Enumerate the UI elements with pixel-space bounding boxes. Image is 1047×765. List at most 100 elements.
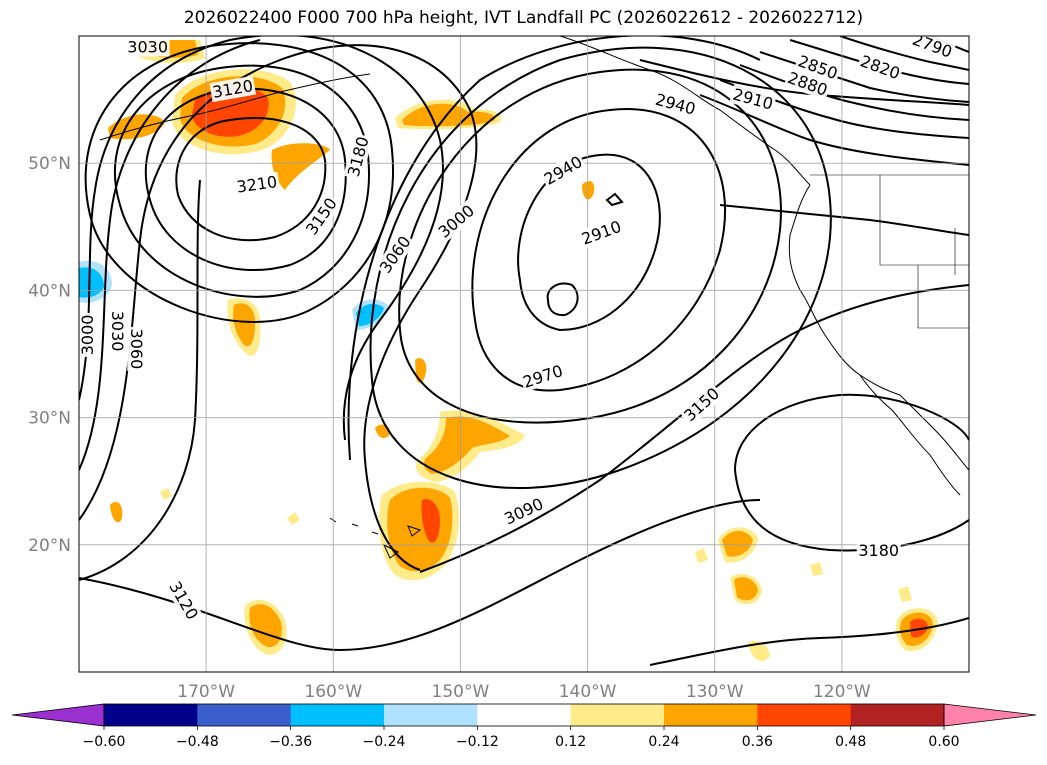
contour-label-background — [127, 326, 147, 371]
contour-label-background — [233, 171, 281, 197]
ivt-positive-feature — [722, 530, 753, 557]
alaska-coastline — [559, 36, 811, 186]
ivt-positive-feature — [910, 618, 928, 638]
border-lines — [810, 174, 969, 329]
contour-label-background — [433, 199, 480, 243]
aleutian-islands — [99, 73, 371, 141]
contour-label-background — [343, 133, 374, 181]
colorbar: −0.60 −0.48 −0.36 −0.24 −0.12 0.12 0.24 0.36 0.4… — [11, 703, 1037, 750]
ivt-negative-feature — [356, 303, 384, 326]
baja-california-coastline — [859, 374, 961, 496]
ivt-positive-feature — [424, 416, 510, 474]
contour-label-text: 3000 — [78, 315, 97, 356]
height-contour — [398, 68, 782, 424]
colorbar-tick-label: −0.48 — [176, 734, 219, 750]
ivt-positive-feature — [748, 640, 770, 662]
ivt-positive-feature — [421, 499, 440, 543]
ivt-positive-feature — [402, 103, 495, 127]
height-contour — [517, 153, 661, 332]
colorbar-bin — [104, 704, 198, 726]
contour-label-background — [577, 216, 626, 250]
lon-tick-label: 150°W — [432, 682, 490, 702]
north-america-west-coastline — [788, 184, 969, 471]
ivt-positive-feature — [734, 577, 758, 601]
colorbar-bin — [570, 704, 665, 726]
plot-frame — [78, 35, 970, 673]
height-contour — [79, 499, 761, 652]
contour-label-background — [783, 67, 832, 101]
lat-tick-label: 30°N — [28, 409, 71, 429]
contour-label-text: 3030 — [127, 37, 168, 56]
contour-label-background — [856, 541, 901, 561]
colorbar-under-extension — [11, 703, 105, 727]
contour-label: 3060 — [127, 326, 147, 371]
colorbar-tick-label: 0.48 — [835, 734, 866, 750]
contour-label-background — [908, 36, 957, 63]
latitude-labels: 50°N 40°N 30°N 20°N — [28, 154, 71, 556]
height-contour — [719, 204, 969, 236]
lat-tick-label: 50°N — [28, 154, 71, 174]
contour-label-background — [108, 309, 128, 354]
ivt-positive-feature — [233, 303, 256, 347]
height-contour — [734, 393, 969, 471]
colorbar-tick-label: −0.12 — [456, 734, 499, 750]
ivt-positive-feature — [695, 548, 708, 563]
map-title: 2026022400 F000 700 hPa height, IVT Land… — [183, 8, 864, 28]
longitude-labels: 170°W 160°W 150°W 140°W 130°W 120°W — [177, 682, 871, 702]
height-contour — [734, 469, 969, 552]
contour-label-background — [374, 231, 416, 278]
contour-label-background — [499, 493, 548, 530]
ivt-positive-feature — [898, 586, 912, 602]
height-contour — [546, 282, 579, 317]
contour-label-background — [856, 50, 905, 84]
lon-tick-label: 120°W — [813, 682, 871, 702]
contour-label: 3030 — [125, 37, 170, 57]
contour-label: 3030 — [108, 309, 128, 354]
height-contour — [144, 87, 347, 272]
colorbar-tick-label: −0.24 — [363, 734, 406, 750]
lat-tick-label: 40°N — [28, 281, 71, 301]
colorbar-bin — [664, 704, 758, 726]
colorbar-tick-label: 0.36 — [742, 734, 773, 750]
lon-tick-label: 130°W — [686, 682, 744, 702]
ivt-positive-feature — [271, 143, 330, 190]
lat-tick-label: 20°N — [28, 536, 71, 556]
ivt-positive-feature — [287, 512, 300, 525]
contour-label-background — [519, 360, 567, 393]
height-contour — [649, 617, 969, 666]
colorbar-over-extension — [943, 703, 1037, 727]
colorbar-bin — [290, 704, 385, 726]
height-contour — [839, 36, 969, 71]
contour-label-background — [651, 89, 700, 120]
ivt-positive-feature — [582, 180, 595, 200]
colorbar-tick-label: −0.60 — [83, 734, 126, 750]
contour-label-background — [793, 50, 842, 84]
colorbar-tick-label: −0.36 — [269, 734, 312, 750]
height-contour — [471, 108, 726, 392]
contour-label-background — [539, 151, 587, 190]
colorbar-frame — [103, 703, 945, 727]
height-contour — [79, 179, 201, 581]
contour-label-background — [209, 75, 257, 103]
height-contour — [79, 36, 444, 441]
colorbar-tick-label: 0.12 — [555, 734, 586, 750]
lon-tick-label: 170°W — [177, 682, 235, 702]
colorbar-tick-label: 0.24 — [648, 734, 679, 750]
height-contour — [369, 46, 832, 489]
contour-label-text: 3030 — [108, 311, 127, 352]
contour-label-background — [164, 576, 203, 625]
contour-label-text: 3180 — [858, 541, 899, 560]
colorbar-tick-label: 0.60 — [928, 734, 959, 750]
lon-tick-label: 160°W — [304, 682, 362, 702]
contour-label-background — [301, 192, 342, 240]
height-contour — [739, 64, 969, 121]
colorbar-bin — [384, 704, 478, 726]
colorbar-bin — [477, 704, 572, 726]
lon-tick-label: 140°W — [559, 682, 617, 702]
ivt-positive-feature — [110, 501, 123, 523]
height-contour — [79, 44, 478, 571]
contour-label: 3120 — [209, 75, 257, 103]
contour-label-background — [125, 37, 170, 57]
contour-label-background — [678, 382, 725, 427]
